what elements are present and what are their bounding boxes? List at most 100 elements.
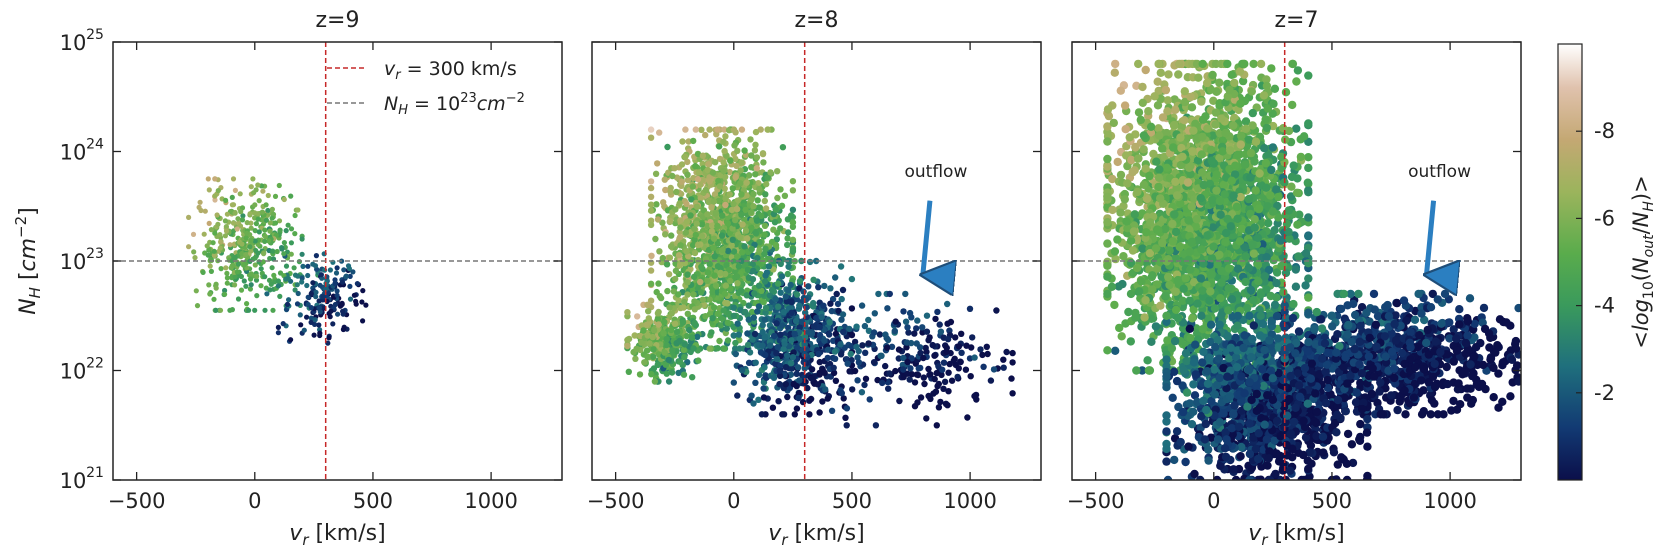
data-point	[758, 411, 766, 418]
data-point	[323, 286, 329, 292]
data-point	[962, 366, 970, 373]
data-point	[205, 252, 211, 258]
data-point	[281, 196, 287, 203]
data-point	[222, 291, 228, 297]
data-point	[767, 342, 774, 349]
data-point	[663, 336, 670, 343]
data-point	[1110, 68, 1120, 77]
data-point	[247, 211, 253, 217]
data-point	[865, 316, 872, 324]
data-point	[1256, 59, 1266, 69]
legend-label-vr: vr = 300 km/s	[384, 58, 517, 83]
data-point	[332, 277, 338, 283]
data-point	[632, 355, 639, 362]
data-point	[933, 422, 940, 429]
data-point	[685, 253, 692, 260]
data-point	[673, 328, 681, 335]
data-point	[285, 222, 291, 228]
data-point	[647, 126, 655, 133]
data-point	[764, 174, 771, 181]
annotation-z8: outflow	[905, 162, 967, 275]
data-point	[285, 275, 291, 281]
data-point	[224, 280, 230, 286]
data-point	[734, 253, 741, 260]
data-point	[838, 390, 845, 397]
data-point	[624, 309, 631, 316]
data-point	[744, 341, 752, 349]
y-tick-label: 10	[60, 250, 87, 274]
data-point	[715, 177, 722, 185]
data-point	[671, 320, 679, 327]
data-point	[247, 244, 253, 250]
data-point	[297, 312, 303, 318]
data-point	[655, 321, 662, 328]
data-point	[252, 228, 258, 234]
data-point	[291, 265, 297, 271]
data-point	[262, 274, 268, 280]
data-point	[729, 225, 736, 232]
data-point	[709, 315, 716, 322]
data-point	[933, 369, 940, 377]
data-point	[666, 254, 674, 261]
data-point	[726, 168, 733, 176]
data-point	[828, 407, 836, 414]
data-point	[697, 181, 704, 189]
data-point	[877, 352, 884, 359]
data-point	[650, 327, 658, 334]
data-point	[738, 367, 746, 374]
data-point	[710, 244, 717, 251]
data-point	[244, 230, 250, 236]
data-point	[232, 282, 238, 288]
data-point	[288, 251, 294, 257]
data-point	[363, 302, 369, 308]
data-point	[929, 341, 936, 349]
data-point	[280, 321, 286, 327]
data-point	[644, 301, 651, 308]
data-point	[669, 172, 676, 180]
data-point	[669, 347, 676, 354]
data-point	[824, 395, 831, 402]
data-point	[837, 263, 845, 270]
data-point	[1126, 337, 1136, 346]
data-point	[704, 277, 711, 285]
data-point	[722, 133, 729, 140]
data-point	[1115, 323, 1124, 333]
data-point	[736, 234, 744, 241]
data-point	[706, 260, 713, 268]
data-point	[625, 368, 632, 375]
data-point	[660, 330, 667, 337]
data-point	[1156, 68, 1166, 78]
data-point	[683, 200, 690, 208]
data-point	[267, 228, 273, 234]
data-point	[644, 332, 651, 339]
data-point	[681, 299, 688, 306]
data-point	[695, 169, 703, 176]
data-point	[223, 197, 229, 203]
data-point	[784, 270, 791, 278]
data-point	[252, 210, 258, 216]
data-point	[773, 355, 780, 362]
data-point	[1264, 150, 1273, 160]
data-point	[739, 249, 746, 256]
data-point	[851, 338, 859, 346]
data-point	[672, 275, 679, 283]
data-point	[231, 220, 237, 226]
data-point	[1103, 289, 1112, 299]
data-point	[699, 296, 706, 303]
data-point	[682, 229, 689, 236]
data-point	[1263, 104, 1273, 113]
data-point	[727, 285, 734, 292]
data-point	[688, 196, 695, 203]
data-point	[796, 335, 803, 342]
data-point	[298, 322, 304, 328]
data-point	[694, 241, 702, 249]
data-point	[744, 235, 751, 242]
data-point	[891, 327, 898, 335]
data-point	[771, 219, 779, 226]
data-point	[229, 194, 235, 200]
data-point	[271, 272, 277, 278]
data-point	[885, 385, 892, 392]
data-point	[782, 364, 790, 371]
data-point	[1146, 128, 1156, 138]
data-point	[299, 236, 305, 242]
